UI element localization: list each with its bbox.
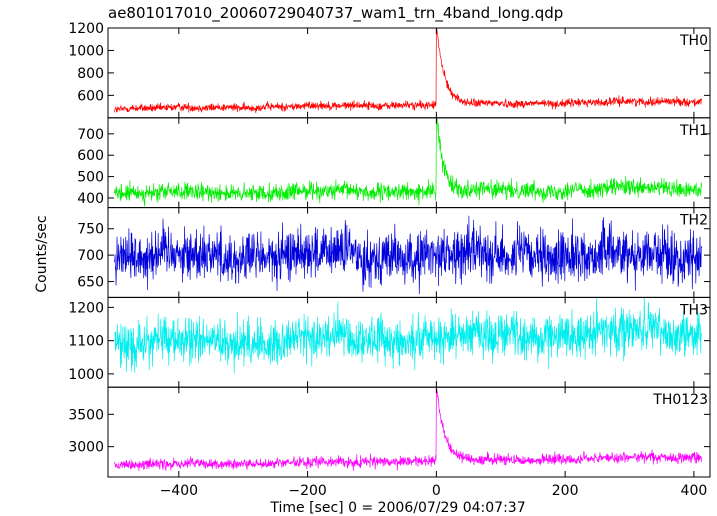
y-tick-label: 3500 xyxy=(68,407,104,423)
x-tick-label: −200 xyxy=(288,483,326,499)
panel-label: TH0 xyxy=(679,33,708,49)
y-tick-label: 1200 xyxy=(68,21,104,37)
panel-th2: 650 700 750 TH2 xyxy=(77,207,711,298)
y-tick-label: 1000 xyxy=(68,367,104,383)
x-tick-label: 400 xyxy=(681,483,708,499)
y-tick-label: 1200 xyxy=(68,300,104,316)
y-tick-label: 600 xyxy=(77,148,104,164)
y-tick-label: 500 xyxy=(77,170,104,186)
chart-title: ae801017010_20060729040737_wam1_trn_4ban… xyxy=(108,4,563,23)
panel-label: TH3 xyxy=(679,302,708,318)
y-tick-label: 800 xyxy=(77,66,104,82)
panel-th3: 1000 1100 1200 TH3 xyxy=(68,296,711,388)
y-tick-label: 1000 xyxy=(68,43,104,59)
x-tick-label: 0 xyxy=(432,483,441,499)
y-tick-label: 600 xyxy=(77,88,104,104)
panel-label: TH2 xyxy=(679,213,708,229)
panel-th0123: 3000 3500 TH0123 xyxy=(68,386,711,478)
x-tick-label: 200 xyxy=(552,483,579,499)
panel-th0: 600 800 1000 1200 TH0 xyxy=(68,21,711,119)
panel-label: TH1 xyxy=(679,123,708,139)
panel-frame xyxy=(107,386,711,478)
x-axis: −400 −200 0 200 400 xyxy=(160,483,708,499)
y-tick-label: 650 xyxy=(77,275,104,291)
x-tick-label: −400 xyxy=(160,483,198,499)
y-axis-label: Counts/sec xyxy=(34,215,50,292)
panel-th1: 400 500 600 700 TH1 xyxy=(77,117,711,209)
series-line-th3 xyxy=(114,297,702,374)
y-tick-label: 1100 xyxy=(68,334,104,350)
series-line-th2 xyxy=(114,215,702,295)
series-line-th1 xyxy=(114,117,702,207)
panel-label: TH0123 xyxy=(652,392,708,408)
panels: 600 800 1000 1200 TH0 400 500 600 700 TH1 650 700 75… xyxy=(68,21,711,478)
series-line-th0123 xyxy=(114,387,702,472)
y-tick-label: 750 xyxy=(77,222,104,238)
y-tick-label: 700 xyxy=(77,127,104,143)
y-tick-label: 400 xyxy=(77,191,104,207)
y-tick-label: 700 xyxy=(77,248,104,264)
y-tick-label: 3000 xyxy=(68,440,104,456)
series-line-th0 xyxy=(114,28,702,114)
x-axis-label: Time [sec] 0 = 2006/07/29 04:07:37 xyxy=(269,500,525,516)
